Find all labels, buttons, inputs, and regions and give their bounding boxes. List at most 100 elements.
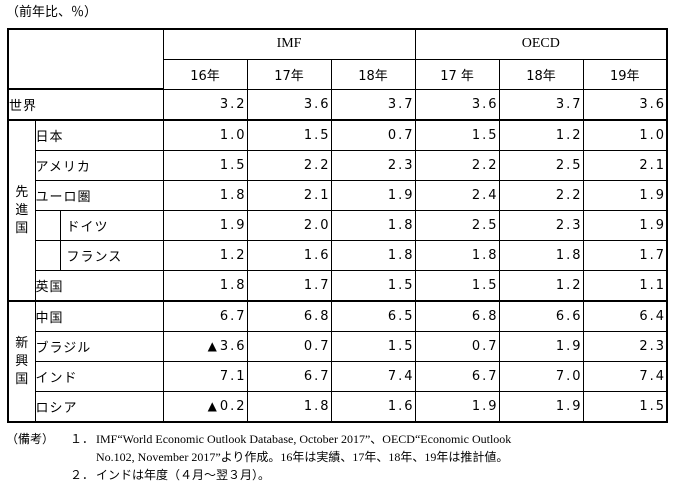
value-cell: 1.9 xyxy=(162,210,248,242)
header-row-years: 16年 17年 18年 17 年 18年 19年 xyxy=(8,58,668,90)
value-cell: 3.6 xyxy=(582,88,668,121)
group-label-advanced: 先進国 xyxy=(7,119,36,302)
value-cell: 1.2 xyxy=(162,240,248,272)
value-cell: 2.1 xyxy=(582,150,668,182)
negative-triangle-icon: ▲ xyxy=(207,398,217,413)
value-cell: 1.1 xyxy=(582,270,668,302)
value-cell: 7.0 xyxy=(498,360,584,392)
value-cell: 3.7 xyxy=(498,88,584,121)
value-cell: 6.6 xyxy=(498,300,584,333)
note-text: インドは年度（４月～翌３月）。 xyxy=(96,468,271,482)
value-cell: 6.7 xyxy=(162,300,248,333)
value-cell: 1.5 xyxy=(330,270,416,302)
row-label: ブラジル xyxy=(34,331,164,362)
year-header: 18年 xyxy=(498,58,584,90)
table-row: フランス 1.2 1.6 1.8 1.8 1.8 1.7 xyxy=(8,240,668,272)
value-cell: 1.8 xyxy=(498,240,584,272)
value-cell: 6.8 xyxy=(246,300,332,333)
row-label: ユーロ圏 xyxy=(34,180,164,212)
value-cell: 6.4 xyxy=(582,300,668,333)
year-header: 17 年 xyxy=(414,58,500,90)
value-cell: 2.1 xyxy=(246,180,332,212)
growth-table: IMF OECD 16年 17年 18年 17 年 18年 19年 世界 3.2… xyxy=(7,28,669,423)
value-cell: 0.7 xyxy=(330,119,416,152)
note-item: ２． インドは年度（４月～翌３月）。 xyxy=(6,466,666,484)
value-cell: 3.6 xyxy=(246,88,332,121)
value-cell: 2.2 xyxy=(246,150,332,182)
table-row: ブラジル ▲ 3.6 0.7 1.5 0.7 1.9 2.3 xyxy=(8,331,668,362)
value-cell: 1.8 xyxy=(162,180,248,212)
value-cell: 1.7 xyxy=(582,240,668,272)
value-cell: 2.4 xyxy=(414,180,500,212)
value-cell: 1.6 xyxy=(246,240,332,272)
table-row: アメリカ 1.5 2.2 2.3 2.2 2.5 2.1 xyxy=(8,150,668,182)
value-cell: 1.9 xyxy=(414,390,500,423)
table-row: インド 7.1 6.7 7.4 6.7 7.0 7.4 xyxy=(8,360,668,392)
value-cell: 1.7 xyxy=(246,270,332,302)
row-label: 中国 xyxy=(34,300,164,333)
value-cell: 1.6 xyxy=(330,390,416,423)
value-cell: 1.5 xyxy=(162,150,248,182)
value-cell: 1.2 xyxy=(498,270,584,302)
value-cell: 1.9 xyxy=(498,390,584,423)
value-cell: 1.8 xyxy=(246,390,332,423)
value-cell: 1.8 xyxy=(162,270,248,302)
value-cell: 1.0 xyxy=(582,119,668,152)
value-cell: 2.3 xyxy=(582,331,668,362)
group-label-emerging: 新興国 xyxy=(7,300,36,423)
table-row: ドイツ 1.9 2.0 1.8 2.5 2.3 1.9 xyxy=(8,210,668,242)
value-cell: 7.1 xyxy=(162,360,248,392)
value-cell: 1.5 xyxy=(582,390,668,423)
value-cell: 7.4 xyxy=(330,360,416,392)
notes-heading: （備考） xyxy=(6,432,55,446)
note-text-continued: No.102, November 2017”より作成。16年は実績、17年、18… xyxy=(96,450,509,464)
year-header: 16年 xyxy=(162,58,248,90)
corner-cell xyxy=(7,28,164,91)
value-cell: 1.8 xyxy=(330,210,416,242)
value-cell: 0.7 xyxy=(246,331,332,362)
value-cell: 3.7 xyxy=(330,88,416,121)
year-header: 19年 xyxy=(582,58,668,90)
row-label: 日本 xyxy=(34,119,164,152)
table-row: 英国 1.8 1.7 1.5 1.5 1.2 1.1 xyxy=(8,270,668,302)
source-header-oecd: OECD xyxy=(414,28,668,60)
note-text: IMF“World Economic Outlook Database, Oct… xyxy=(96,432,512,446)
indent-spacer xyxy=(34,240,61,272)
year-header: 18年 xyxy=(330,58,416,90)
value-cell: 2.2 xyxy=(498,180,584,212)
table-row: ロシア ▲ 0.2 1.8 1.6 1.9 1.9 1.5 xyxy=(8,390,668,423)
value-cell: 2.5 xyxy=(414,210,500,242)
value-cell: 3.2 xyxy=(162,88,248,121)
value-cell: 0.7 xyxy=(414,331,500,362)
value-cell: 6.8 xyxy=(414,300,500,333)
note-number: ２． xyxy=(70,468,95,482)
value-cell: 1.8 xyxy=(414,240,500,272)
row-label: ロシア xyxy=(34,390,164,423)
value-cell: 1.5 xyxy=(414,270,500,302)
value-cell: 1.8 xyxy=(330,240,416,272)
header-row-sources: IMF OECD xyxy=(7,28,668,91)
value-cell: ▲ 0.2 xyxy=(162,390,248,423)
value-cell: 2.3 xyxy=(330,150,416,182)
value-cell: 6.7 xyxy=(246,360,332,392)
notes-section: （備考） １． IMF“World Economic Outlook Databas… xyxy=(6,430,666,484)
value-cell: 1.5 xyxy=(246,119,332,152)
table-row: ユーロ圏 1.8 2.1 1.9 2.4 2.2 1.9 xyxy=(8,180,668,212)
value-cell: 6.7 xyxy=(414,360,500,392)
value-cell: 1.2 xyxy=(498,119,584,152)
value-cell: 1.9 xyxy=(498,331,584,362)
value-cell: 1.9 xyxy=(582,180,668,212)
value-cell: 1.0 xyxy=(162,119,248,152)
row-label: アメリカ xyxy=(34,150,164,182)
row-label: インド xyxy=(34,360,164,392)
unit-label: （前年比、％） xyxy=(6,5,98,20)
row-label: フランス xyxy=(59,240,164,272)
row-label: 世界 xyxy=(7,88,164,121)
indent-spacer xyxy=(34,210,61,242)
row-label: ドイツ xyxy=(59,210,164,242)
table-row: 新興国 中国 6.7 6.8 6.5 6.8 6.6 6.4 xyxy=(7,300,668,423)
row-label: 英国 xyxy=(34,270,164,302)
note-item: （備考） １． IMF“World Economic Outlook Databas… xyxy=(6,430,666,448)
table-row: 世界 3.2 3.6 3.7 3.6 3.7 3.6 xyxy=(7,88,668,121)
value-cell: 2.2 xyxy=(414,150,500,182)
